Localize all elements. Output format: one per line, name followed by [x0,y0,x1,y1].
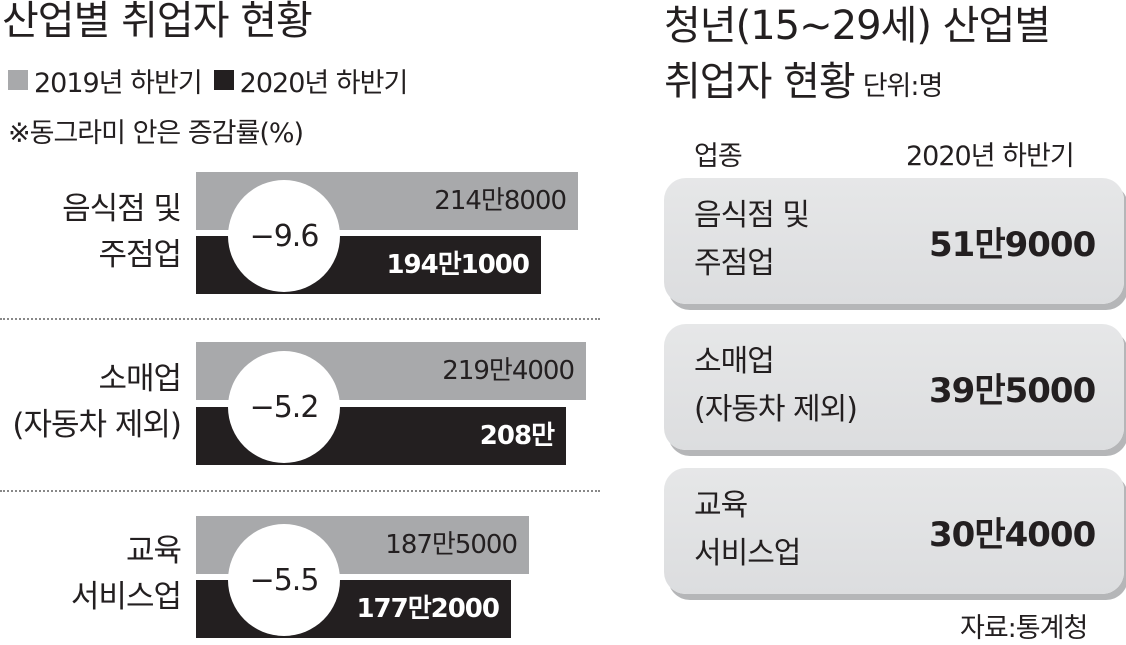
row-industry-line: (자동차 제외) [694,392,858,427]
left-chart-title: 산업별 취업자 현황 [2,0,313,44]
right-table-title: 청년(15~29세) 산업별 취업자 현황 단위:명 [664,0,1051,110]
change-value: −5.5 [249,562,320,598]
category-label-2: 교육 서비스업 [70,528,182,620]
row-value: 51만9000 [929,224,1096,265]
category-label-line: (자동차 제외) [12,407,182,443]
legend-item-2019: 2019년 하반기 [8,61,203,100]
category-label-line: 교육 [125,533,182,569]
category-label-0: 음식점 및 주점업 [62,186,182,278]
chart-note: ※동그라미 안은 증감률(%) [8,118,304,149]
row-value: 39만5000 [929,370,1096,411]
row-industry-line: 주점업 [694,246,775,281]
legend-swatch-2019 [8,70,28,90]
bar-value-label: 219만4000 [442,356,575,386]
row-industry-line: 소매업 [694,344,775,379]
category-label-1: 소매업 (자동차 제외) [12,356,182,448]
row-industry-line: 교육 [694,488,748,523]
legend-swatch-2020 [213,70,234,90]
bar-value-label: 177만2000 [356,594,500,624]
divider [0,318,600,320]
category-label-line: 소매업 [98,361,182,397]
unit-label: 단위:명 [862,71,944,102]
table-row-2: 교육 서비스업 30만4000 [664,468,1124,594]
category-label-line: 주점업 [98,237,182,273]
row-industry-line: 서비스업 [694,536,801,571]
row-industry: 교육 서비스업 [694,482,801,578]
column-header-industry: 업종 [694,141,743,172]
change-circle-2: −5.5 [228,524,340,636]
change-circle-1: −5.2 [228,351,340,463]
bar-value-label: 208만 [479,421,555,451]
bar-value-label: 187만5000 [385,530,518,560]
source-label: 자료:통계청 [960,613,1088,644]
row-industry-line: 음식점 및 [694,198,810,233]
right-title-line2-text: 취업자 현황 [664,59,856,105]
category-label-line: 서비스업 [70,579,182,615]
right-title-line2: 취업자 현황 단위:명 [664,54,1050,110]
right-title-line1: 청년(15~29세) 산업별 [664,3,1051,49]
divider [0,490,600,492]
change-value: −5.2 [249,389,320,425]
change-value: −9.6 [249,218,320,254]
change-circle-0: −9.6 [228,180,340,292]
row-industry: 음식점 및 주점업 [694,192,810,288]
row-industry: 소매업 (자동차 제외) [694,338,858,434]
legend-label-2019: 2019년 하반기 [34,67,203,99]
bar-value-label: 214만8000 [434,186,567,216]
legend-label-2020: 2020년 하반기 [239,67,409,99]
legend-item-2020: 2020년 하반기 [213,61,409,100]
legend: 2019년 하반기 2020년 하반기 [8,61,419,100]
bar-value-label: 194만1000 [386,250,530,280]
table-row-1: 소매업 (자동차 제외) 39만5000 [664,324,1124,450]
table-row-0: 음식점 및 주점업 51만9000 [664,178,1124,304]
column-header-value: 2020년 하반기 [906,141,1075,172]
category-label-line: 음식점 및 [62,191,182,227]
row-value: 30만4000 [929,514,1096,555]
